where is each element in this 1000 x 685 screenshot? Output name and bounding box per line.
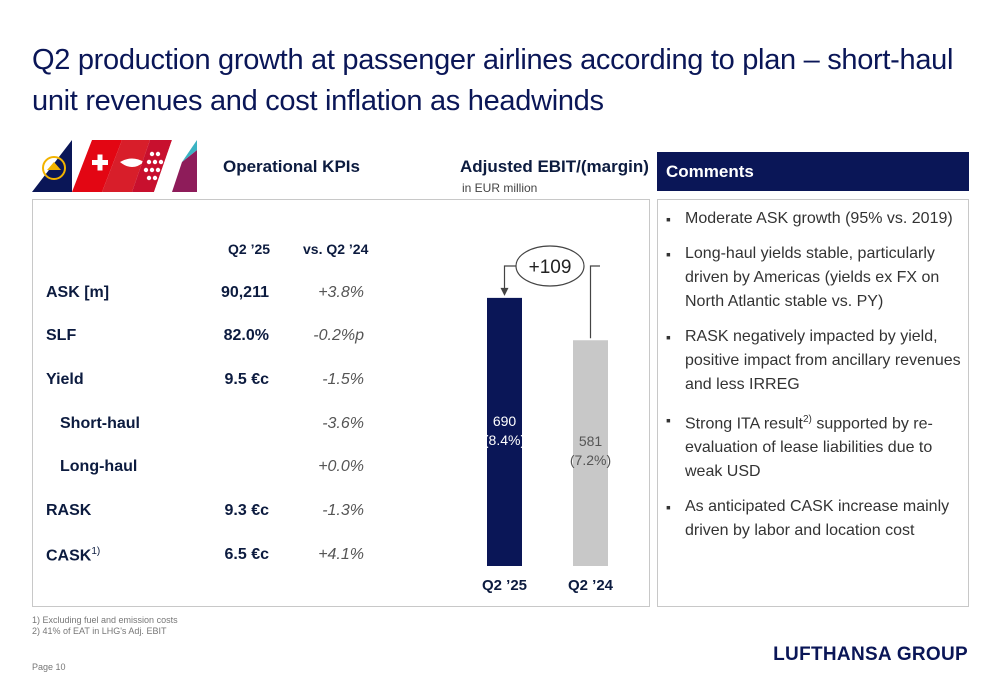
list-item: RASK negatively impacted by yield, posit… <box>666 325 964 397</box>
airline-logos <box>32 140 197 192</box>
list-item: Moderate ASK growth (95% vs. 2019) <box>666 207 964 231</box>
page-title: Q2 production growth at passenger airlin… <box>32 44 954 117</box>
bar-margin-label: (7.2%) <box>570 452 611 468</box>
kpi-header: Operational KPIs <box>223 157 360 176</box>
delta-bubble <box>515 245 585 287</box>
comments-list: Moderate ASK growth (95% vs. 2019) Long-… <box>666 207 964 554</box>
comments-header: Comments <box>657 152 969 191</box>
col-header-vs-q224: vs. Q2 ’24 <box>303 241 369 257</box>
delta-label: +109 <box>529 257 572 278</box>
comments-panel <box>657 199 969 607</box>
col-header-q225: Q2 ’25 <box>228 241 271 257</box>
footnote-ref: 1) <box>91 546 101 557</box>
row-label: Long-haul <box>60 458 138 475</box>
row-change: -0.2%p <box>313 327 364 344</box>
category-label: Q2 ’25 <box>482 577 527 594</box>
list-item: As anticipated CASK increase mainly driv… <box>666 495 964 543</box>
row-label: Short-haul <box>60 415 140 432</box>
bar-value-label: 581 <box>579 433 603 449</box>
austrian-logo-icon <box>102 140 150 192</box>
list-item-text: Strong ITA result <box>685 415 803 433</box>
bar-value-label: 690 <box>493 413 517 429</box>
list-item-text: supported by re-evaluation of lease liab… <box>685 415 933 481</box>
page-number: Page 10 <box>32 662 66 672</box>
bar-2 <box>573 340 608 566</box>
row-change: +0.0% <box>318 458 364 475</box>
ebit-subheader: in EUR million <box>462 181 538 195</box>
category-label: Q2 ’24 <box>568 577 614 594</box>
row-label: CASK1) <box>46 546 100 565</box>
kpi-panel <box>32 199 650 607</box>
footnote-1: 1) Excluding fuel and emission costs <box>32 615 178 625</box>
brand-logo: LUFTHANSA GROUP <box>773 644 968 665</box>
footnote-2: 2) 41% of EAT in LHG's Adj. EBIT <box>32 626 167 636</box>
row-change: -3.6% <box>322 415 364 432</box>
row-label-text: CASK <box>46 547 92 565</box>
bar-margin-label: (8.4%) <box>484 432 525 448</box>
list-item: Long-haul yields stable, particularly dr… <box>666 242 964 314</box>
lufthansa-logo-icon <box>32 140 72 192</box>
eurowings-logo-icon <box>154 140 197 192</box>
row-change: +3.8% <box>318 284 364 301</box>
row-value: 9.3 €c <box>224 502 269 519</box>
row-change: -1.3% <box>322 502 364 519</box>
brussels-logo-icon <box>132 140 172 192</box>
ebit-header: Adjusted EBIT/(margin) <box>460 157 649 176</box>
delta-arrow-icon <box>500 287 509 296</box>
swiss-logo-icon <box>72 140 122 192</box>
row-label: Yield <box>46 371 84 388</box>
footnote-ref: 2) <box>802 414 812 425</box>
row-value: 9.5 €c <box>224 371 269 388</box>
row-label: ASK [m] <box>46 284 110 301</box>
bar-1 <box>487 297 522 566</box>
ebit-bar-chart: 690 (8.4%) Q2 ’25 581 (7.2%) Q2 ’24 +109 <box>482 245 614 594</box>
row-value: 6.5 €c <box>224 546 269 563</box>
row-change: +4.1% <box>318 546 364 563</box>
row-value: 90,211 <box>220 284 269 301</box>
list-item: Strong ITA result2) supported by re-eval… <box>666 408 964 484</box>
row-value: 82.0% <box>223 327 269 344</box>
row-label: RASK <box>46 502 92 519</box>
row-change: -1.5% <box>322 371 364 388</box>
row-label: SLF <box>46 327 77 344</box>
delta-connector-line <box>589 265 600 339</box>
